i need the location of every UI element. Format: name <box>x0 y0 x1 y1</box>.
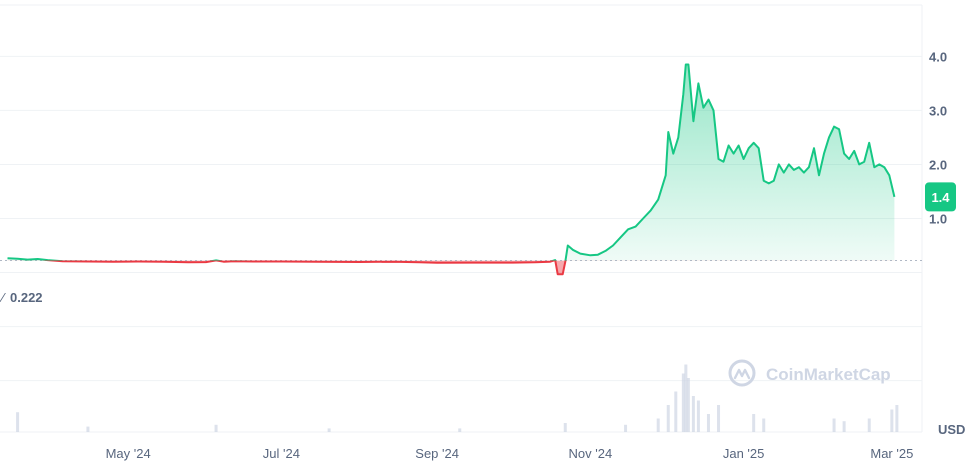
x-tick-label: Mar '25 <box>870 446 913 461</box>
volume-bar <box>458 428 462 432</box>
x-axis: May '24 Jul '24 Sep '24 Nov '24 Jan '25 Mar '… <box>106 446 914 461</box>
volume-bar <box>624 424 628 432</box>
volume-bar <box>214 424 218 432</box>
volume-bar <box>696 400 700 432</box>
price-line-up <box>7 63 896 261</box>
volume-bar <box>86 426 90 432</box>
x-tick-label: Jul '24 <box>263 446 300 461</box>
price-line <box>7 63 896 276</box>
y-tick-label: 4.0 <box>929 49 947 64</box>
volume-bar <box>867 418 871 432</box>
watermark-text: CoinMarketCap <box>766 365 891 384</box>
volume-bar <box>686 378 690 432</box>
volume-bar <box>563 423 567 432</box>
volume-bar <box>327 428 331 432</box>
svg-text:⁄: ⁄ <box>0 290 6 305</box>
currency-label: USD <box>938 422 965 437</box>
volume-bar <box>16 412 20 432</box>
current-price-badge[interactable]: 1.4 <box>925 182 956 212</box>
volume-bar <box>656 418 660 432</box>
volume-bar <box>895 405 899 432</box>
volume-bar <box>717 405 721 432</box>
volume-bar <box>752 414 756 432</box>
current-price-badge-bg <box>925 182 956 212</box>
volume-bars <box>16 364 899 432</box>
volume-bar <box>832 418 836 432</box>
current-price-value: 1.4 <box>931 190 950 205</box>
volume-bar <box>890 409 894 432</box>
volume-bar <box>842 421 846 432</box>
coinmarketcap-logo-mark <box>733 368 751 380</box>
volume-bar <box>762 418 766 432</box>
volume-bar <box>691 396 695 432</box>
coinmarketcap-watermark: CoinMarketCap <box>728 359 891 387</box>
x-tick-label: May '24 <box>106 446 151 461</box>
y-axis: 1.0 2.0 3.0 4.0 <box>929 49 947 226</box>
x-tick-label: Sep '24 <box>415 446 459 461</box>
baseline-value: 0.222 <box>10 290 43 305</box>
volume-bar <box>666 405 670 432</box>
price-line-down <box>26 260 567 276</box>
y-tick-label: 1.0 <box>929 212 947 227</box>
y-tick-label: 2.0 <box>929 157 947 172</box>
y-tick-label: 3.0 <box>929 103 947 118</box>
volume-bar <box>674 391 678 432</box>
x-tick-label: Jan '25 <box>723 446 765 461</box>
area-above-baseline <box>7 64 895 261</box>
volume-bar <box>684 364 688 432</box>
x-tick-label: Nov '24 <box>569 446 613 461</box>
baseline-label: ⁄ 0.222 <box>0 290 43 305</box>
coinmarketcap-logo-icon <box>728 359 756 387</box>
volume-bar <box>681 373 685 432</box>
price-area <box>7 64 895 275</box>
volume-bar <box>706 414 710 432</box>
